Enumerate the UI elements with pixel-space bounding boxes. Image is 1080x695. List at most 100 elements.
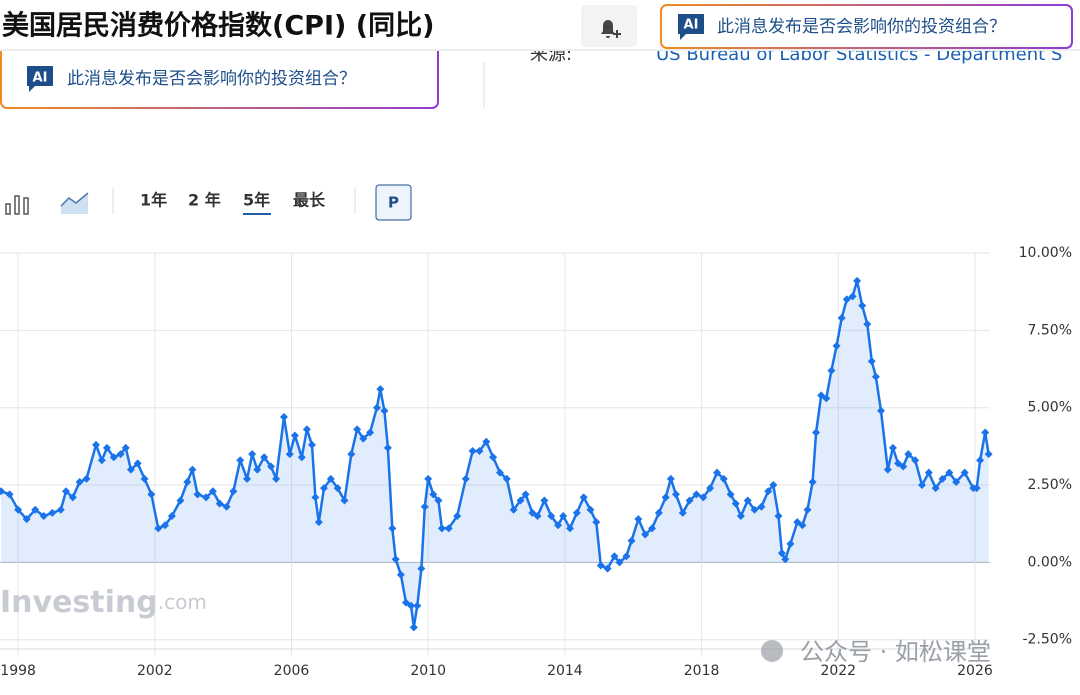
y-tick-label: 2.50% — [1028, 477, 1072, 493]
point — [554, 521, 563, 530]
point — [97, 456, 106, 465]
y-tick-label: -2.50% — [1022, 632, 1072, 648]
point — [904, 450, 913, 459]
point — [808, 477, 817, 486]
point — [516, 496, 525, 505]
point — [347, 450, 356, 459]
point — [475, 447, 484, 455]
plus-icon — [613, 30, 621, 38]
icon-area — [61, 193, 88, 214]
point — [61, 487, 70, 496]
point — [222, 502, 231, 511]
x-tick-label: 2006 — [274, 663, 310, 679]
x-tick-label: 2014 — [547, 663, 583, 679]
point — [102, 443, 111, 452]
point — [731, 499, 740, 508]
point — [272, 474, 281, 483]
range-button[interactable]: 最长 — [293, 191, 326, 210]
point — [917, 481, 926, 490]
point — [495, 468, 504, 477]
point — [777, 549, 786, 558]
point — [424, 474, 433, 483]
y-tick-label: 5.00% — [1028, 400, 1072, 416]
point — [133, 459, 142, 468]
ai-header-box[interactable] — [660, 4, 1073, 49]
point — [154, 524, 163, 533]
point — [706, 484, 715, 493]
point — [68, 493, 77, 502]
point — [82, 474, 91, 483]
ai-prompt[interactable]: 此消息发布是否会影响你的投资组合？ — [67, 69, 356, 89]
range-button[interactable]: 1年 — [140, 191, 167, 210]
point — [509, 505, 518, 514]
point — [429, 490, 438, 499]
point — [837, 313, 846, 322]
point — [302, 425, 311, 434]
x-tick-label: 2018 — [684, 663, 720, 679]
point — [176, 496, 185, 505]
ai-banner[interactable]: AI 此消息发布是否会影响你的投资组合？ — [0, 39, 439, 109]
point — [116, 450, 125, 459]
p-button-box[interactable] — [375, 184, 412, 221]
point — [461, 474, 470, 483]
point — [140, 474, 149, 483]
point — [290, 431, 299, 440]
range-button[interactable]: 2 年 — [188, 191, 221, 210]
range-button[interactable]: 5年 — [243, 191, 270, 210]
point — [666, 474, 675, 483]
point — [353, 425, 362, 434]
point — [253, 465, 262, 474]
alert-button[interactable] — [581, 5, 637, 47]
point — [147, 490, 156, 499]
point — [48, 508, 57, 517]
point — [308, 440, 317, 449]
ai-badge: AI — [33, 71, 48, 86]
point — [39, 511, 48, 520]
point — [661, 493, 670, 502]
y-tick-label: 10.00% — [1019, 245, 1072, 261]
point — [592, 518, 601, 527]
bar-chart-toggle[interactable] — [5, 195, 29, 215]
point — [981, 428, 990, 437]
point — [960, 468, 969, 477]
point — [528, 508, 537, 517]
point — [899, 462, 908, 471]
point — [848, 292, 857, 301]
p-button-label[interactable]: P — [388, 194, 399, 212]
icon-bar — [5, 203, 11, 215]
point — [229, 487, 238, 496]
page-title: 美国居民消费价格指数(CPI) (同比) — [2, 10, 434, 42]
icon-bar — [23, 197, 29, 215]
y-tick-label: 0.00% — [1028, 554, 1072, 570]
area-chart-toggle[interactable] — [60, 192, 89, 214]
ai-icon — [27, 66, 53, 92]
point — [489, 453, 498, 462]
x-tick-label: 2026 — [957, 663, 993, 679]
ai-prompt[interactable]: 此消息发布是否会影响你的投资组合？ — [717, 17, 1006, 37]
point — [938, 474, 947, 483]
point — [648, 524, 657, 533]
point — [685, 496, 694, 505]
point — [533, 511, 542, 520]
point — [248, 450, 257, 459]
point — [603, 564, 612, 573]
point — [202, 493, 211, 502]
point — [692, 490, 701, 499]
point — [434, 496, 443, 505]
icon-line — [60, 192, 89, 207]
p-button[interactable]: P — [375, 184, 412, 221]
point — [750, 505, 759, 514]
point — [407, 601, 416, 610]
point — [366, 428, 375, 437]
range-selector: 1年 2 年 5年 最长 — [140, 191, 326, 215]
point — [871, 372, 880, 381]
point — [712, 468, 721, 477]
point — [945, 468, 954, 477]
point — [764, 487, 773, 496]
point — [126, 465, 135, 474]
point — [420, 502, 429, 511]
ai-header-button[interactable]: AI 此消息发布是否会影响你的投资组合？ — [660, 4, 1073, 49]
point — [634, 515, 643, 524]
point — [75, 477, 84, 486]
